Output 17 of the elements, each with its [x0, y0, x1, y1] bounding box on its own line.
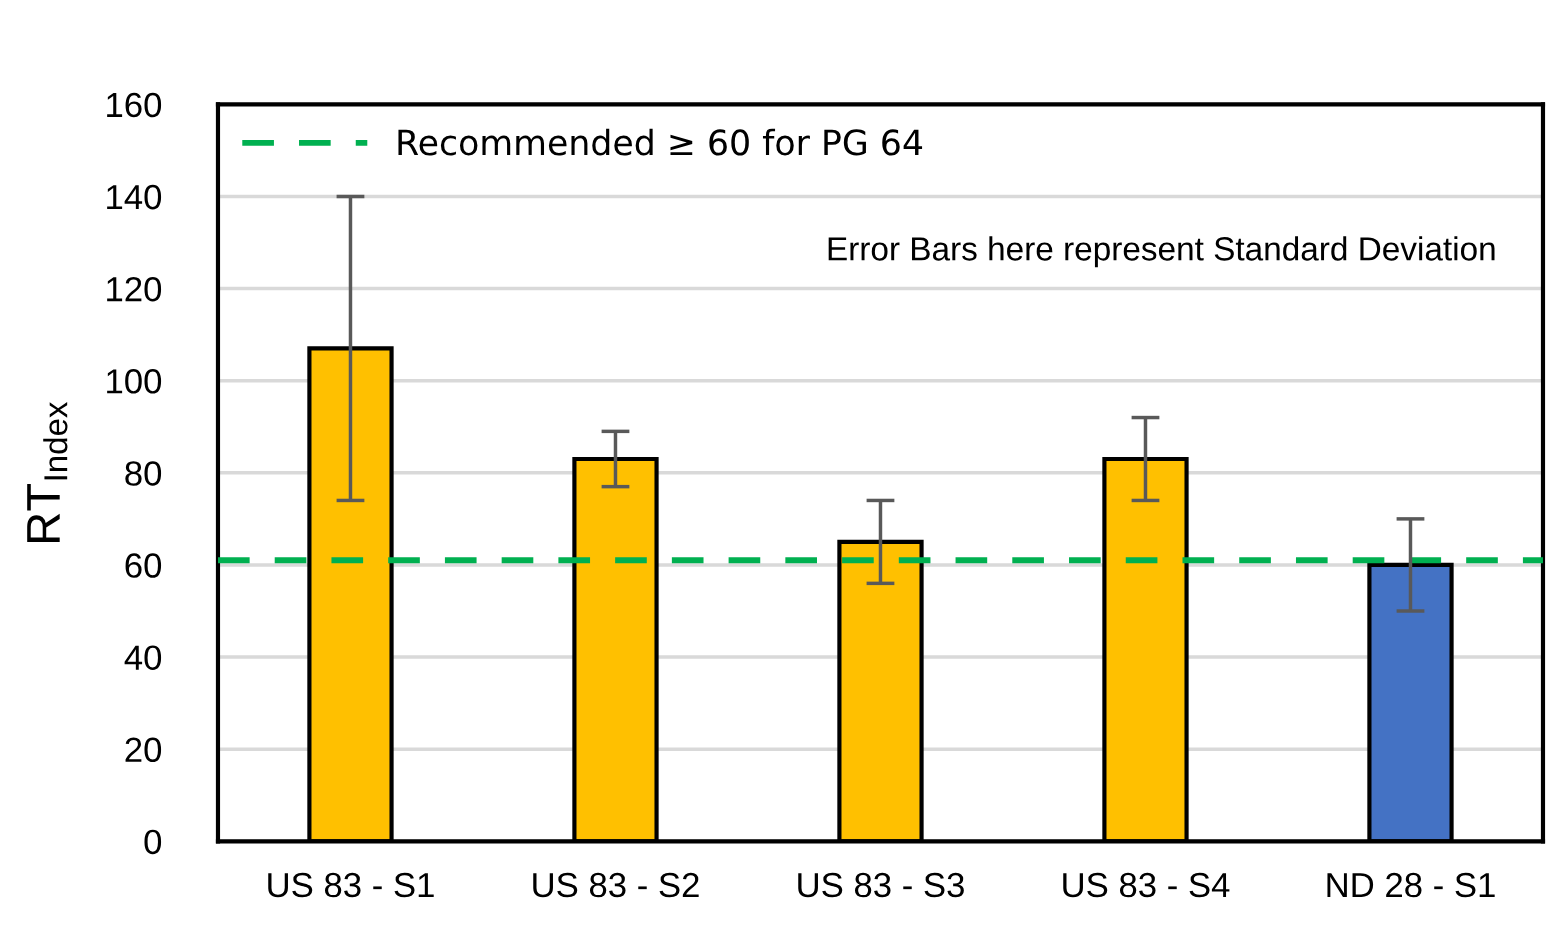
y-tick-label: 140	[107, 184, 162, 210]
x-tick-label: US 83 - S2	[533, 872, 699, 898]
annotation: Error Bars here represent Standard Deviation	[828, 236, 1495, 268]
y-tick-label: 80	[125, 461, 162, 486]
x-tick-label: US 83 - S1	[268, 872, 434, 898]
legend-label: Recommended ≥ 60 for PG 64	[398, 128, 923, 156]
x-tick-label: US 83 - S3	[798, 872, 964, 898]
x-tick-label: US 83 - S4	[1063, 872, 1230, 898]
y-tick-label: 0	[144, 829, 162, 855]
y-tick-label: 60	[125, 553, 162, 578]
y-tick-label: 160	[107, 92, 162, 118]
y-axis-title: RT$_{Index}$	[27, 401, 68, 542]
y-tick-label: 20	[125, 737, 162, 763]
y-tick-label: 120	[107, 276, 162, 302]
y-tick-label: 40	[124, 645, 162, 670]
x-tick-label: ND 28 - S1	[1327, 872, 1495, 898]
y-tick-label: 100	[107, 369, 162, 394]
